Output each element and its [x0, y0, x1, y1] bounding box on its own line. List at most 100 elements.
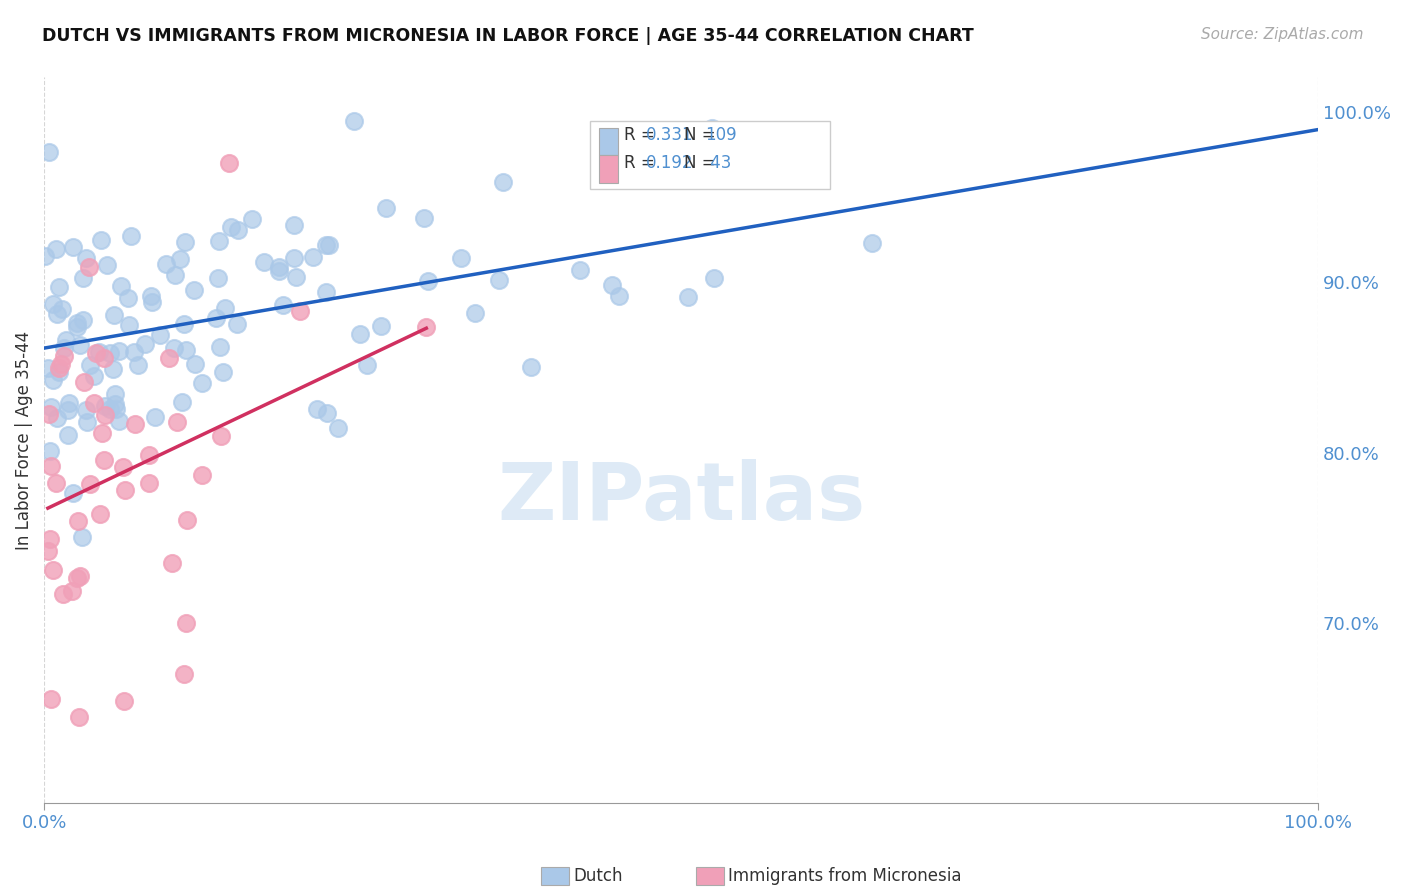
Point [413, 211, 436, 226]
Point [114, 693, 136, 707]
Point [96, 259, 118, 273]
Point [141, 294, 163, 309]
Point [58, 396, 80, 410]
Point [172, 395, 194, 409]
Point [124, 417, 146, 432]
Point [418, 274, 440, 288]
Point [174, 235, 197, 249]
Point [67, 710, 90, 724]
Point [374, 201, 396, 215]
Point [73, 375, 96, 389]
Point [93, 351, 115, 365]
Point [55, 334, 77, 348]
Point [163, 268, 186, 282]
Point [98, 345, 121, 359]
Point [93, 399, 115, 413]
Point [343, 113, 366, 128]
Point [103, 361, 125, 376]
Point [122, 345, 145, 359]
Text: Immigrants from Micronesia: Immigrants from Micronesia [728, 867, 962, 885]
Point [138, 448, 160, 462]
Point [214, 301, 236, 315]
Point [62, 485, 84, 500]
Point [226, 223, 249, 237]
Point [283, 219, 305, 233]
Point [108, 343, 131, 358]
Text: 109: 109 [706, 127, 737, 145]
Point [39, 401, 62, 415]
Point [104, 387, 127, 401]
Point [56, 428, 79, 442]
Point [219, 219, 242, 234]
Point [569, 263, 592, 277]
Point [60, 584, 83, 599]
Point [52, 349, 75, 363]
Text: N =: N = [683, 153, 720, 172]
Point [39, 692, 62, 706]
Point [191, 468, 214, 483]
Point [267, 264, 290, 278]
Point [155, 257, 177, 271]
Point [218, 155, 240, 169]
Point [860, 235, 883, 250]
Point [90, 233, 112, 247]
Point [174, 615, 197, 630]
Point [72, 530, 94, 544]
Point [209, 429, 232, 443]
Point [89, 507, 111, 521]
Point [284, 269, 307, 284]
Point [117, 291, 139, 305]
Text: DUTCH VS IMMIGRANTS FROM MICRONESIA IN LABOR FORCE | AGE 35-44 CORRELATION CHART: DUTCH VS IMMIGRANTS FROM MICRONESIA IN L… [42, 27, 974, 45]
Point [138, 476, 160, 491]
Point [48, 360, 70, 375]
Point [38, 145, 60, 159]
Point [105, 402, 128, 417]
Point [72, 312, 94, 326]
Point [703, 271, 725, 285]
Point [520, 359, 543, 374]
Point [39, 532, 62, 546]
Text: N =: N = [683, 127, 720, 145]
Point [176, 513, 198, 527]
Point [98, 401, 121, 416]
Point [253, 255, 276, 269]
Point [157, 351, 180, 365]
Point [42, 564, 65, 578]
Point [315, 238, 337, 252]
Point [127, 358, 149, 372]
Point [463, 306, 485, 320]
Point [173, 317, 195, 331]
Point [149, 327, 172, 342]
Point [174, 343, 197, 358]
Point [49, 357, 72, 371]
Point [48, 365, 70, 379]
Point [415, 320, 437, 334]
Point [450, 251, 472, 265]
Point [39, 444, 62, 458]
Point [283, 251, 305, 265]
Point [45, 475, 67, 490]
Point [52, 587, 75, 601]
Point [108, 414, 131, 428]
Point [62, 240, 84, 254]
Text: 0.331: 0.331 [645, 127, 693, 145]
Point [269, 260, 291, 274]
Point [678, 290, 700, 304]
Point [183, 283, 205, 297]
Point [83, 368, 105, 383]
Point [114, 483, 136, 497]
Point [65, 316, 87, 330]
Point [207, 270, 229, 285]
Point [69, 338, 91, 352]
Point [318, 238, 340, 252]
Point [271, 297, 294, 311]
Point [492, 175, 515, 189]
Point [103, 309, 125, 323]
Point [65, 320, 87, 334]
Point [110, 278, 132, 293]
Point [212, 365, 235, 379]
Point [315, 285, 337, 300]
Point [72, 270, 94, 285]
Y-axis label: In Labor Force | Age 35-44: In Labor Force | Age 35-44 [15, 330, 32, 549]
Point [83, 396, 105, 410]
